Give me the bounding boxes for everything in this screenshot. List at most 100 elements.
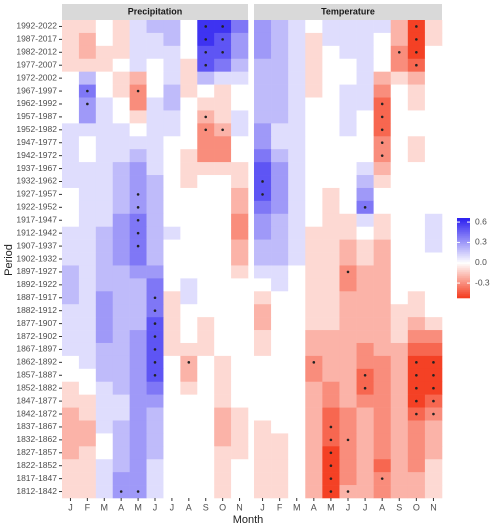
cell	[62, 381, 80, 395]
cell	[78, 304, 97, 318]
cell	[373, 226, 392, 240]
cell	[271, 175, 289, 189]
cell	[112, 342, 130, 357]
cell	[112, 187, 130, 202]
cell	[95, 317, 114, 331]
significance-mark	[153, 373, 157, 377]
cell	[95, 200, 114, 215]
y-tick-label: 1862-1892	[16, 357, 57, 367]
cell	[146, 32, 164, 47]
cell	[78, 187, 97, 202]
significance-mark	[221, 38, 224, 41]
cell	[62, 355, 80, 370]
cell	[214, 304, 232, 318]
y-tick-label: 1887-1917	[16, 292, 57, 302]
significance-mark	[153, 296, 157, 300]
cell	[339, 304, 357, 318]
cell	[288, 213, 306, 228]
cell	[214, 446, 232, 460]
cell	[129, 304, 147, 318]
y-tick-label: 1982-2012	[16, 47, 57, 57]
cell	[112, 278, 130, 292]
cell	[231, 472, 249, 486]
cell	[271, 278, 289, 292]
cell	[129, 175, 147, 189]
cell	[197, 84, 215, 98]
cell	[407, 239, 426, 253]
cell	[424, 58, 443, 72]
cell	[373, 32, 392, 47]
cell	[95, 342, 114, 357]
cell	[390, 58, 409, 72]
significance-mark	[136, 231, 140, 235]
cell	[305, 32, 323, 47]
cell	[356, 20, 374, 34]
cell	[424, 226, 443, 240]
cell	[322, 252, 340, 266]
cell	[322, 20, 340, 34]
cell	[180, 20, 198, 34]
cell	[231, 32, 249, 47]
cell	[180, 45, 198, 60]
cell	[407, 84, 426, 98]
cell	[180, 162, 198, 176]
cell	[339, 342, 357, 357]
cell	[231, 200, 249, 215]
cell	[254, 368, 272, 383]
cell	[214, 58, 232, 72]
significance-mark	[415, 361, 418, 364]
cell	[271, 32, 289, 47]
cell	[356, 84, 374, 98]
cell	[112, 97, 130, 111]
cell	[231, 394, 249, 408]
y-tick-label: 1857-1887	[16, 370, 57, 380]
cell	[197, 97, 215, 111]
y-tick-label: 1967-1997	[16, 85, 57, 95]
cell	[339, 394, 357, 408]
cell	[214, 278, 232, 292]
cell	[163, 175, 181, 189]
cell	[390, 239, 409, 253]
cell	[197, 187, 215, 202]
cell	[339, 459, 357, 473]
colorbar-segment	[457, 292, 470, 295]
colorbar-segment	[457, 294, 470, 297]
cell	[163, 226, 181, 240]
cell	[78, 200, 97, 215]
cell	[373, 407, 392, 421]
cell	[231, 97, 249, 111]
cell	[373, 433, 392, 447]
cell	[95, 97, 114, 111]
cell	[129, 433, 147, 447]
cell	[373, 20, 392, 34]
colorbar-segment	[457, 264, 470, 267]
cell	[112, 330, 130, 344]
cell	[288, 175, 306, 189]
cell	[112, 110, 130, 124]
cell	[305, 187, 323, 202]
cell	[339, 381, 357, 395]
cell	[163, 84, 181, 98]
cell	[214, 433, 232, 447]
cell	[197, 485, 215, 499]
cell	[356, 58, 374, 72]
cell	[424, 291, 443, 305]
cell	[407, 149, 426, 163]
colorbar-segment	[457, 234, 470, 237]
significance-mark	[329, 438, 333, 442]
colorbar-segment	[457, 290, 470, 293]
cell	[390, 317, 409, 331]
significance-mark	[204, 63, 208, 67]
cell	[322, 239, 340, 253]
cell	[424, 446, 443, 460]
cell	[407, 278, 426, 292]
cell	[214, 317, 232, 331]
cell	[163, 71, 181, 85]
y-tick-label: 1947-1977	[16, 137, 57, 147]
x-tick-label: J	[153, 502, 158, 512]
cell	[95, 175, 114, 189]
significance-mark	[432, 412, 435, 416]
cell	[146, 97, 164, 111]
cell	[62, 200, 80, 215]
cell	[288, 485, 306, 499]
